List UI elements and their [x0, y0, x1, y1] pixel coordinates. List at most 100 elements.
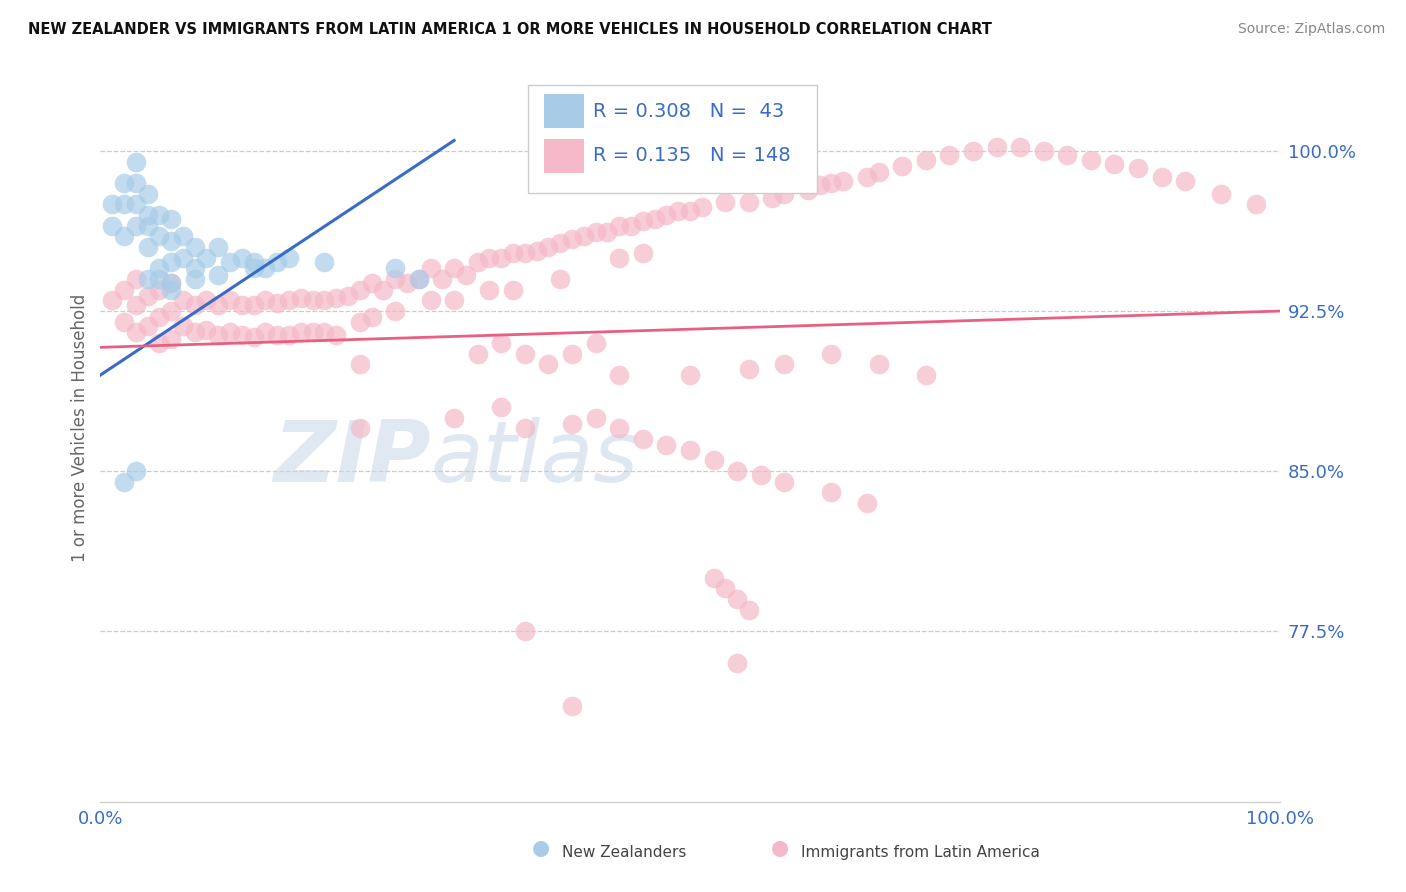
Point: [491, 400, 513, 414]
Point: [136, 208, 159, 222]
Point: [454, 268, 477, 282]
Point: [891, 159, 914, 173]
Point: [136, 219, 159, 233]
Point: [183, 298, 205, 312]
Point: [690, 200, 713, 214]
Text: ZIP: ZIP: [273, 417, 430, 500]
Point: [631, 246, 654, 260]
Point: [738, 602, 761, 616]
Point: [148, 283, 170, 297]
Point: [513, 624, 536, 638]
Text: R = 0.308   N =  43: R = 0.308 N = 43: [593, 102, 785, 120]
Text: New Zealanders: New Zealanders: [562, 845, 686, 860]
Point: [572, 229, 595, 244]
Point: [125, 176, 148, 190]
Point: [125, 154, 148, 169]
Point: [207, 327, 229, 342]
FancyBboxPatch shape: [529, 85, 817, 194]
Point: [290, 291, 312, 305]
Point: [738, 195, 761, 210]
Y-axis label: 1 or more Vehicles in Household: 1 or more Vehicles in Household: [72, 294, 89, 563]
Point: [148, 310, 170, 325]
Point: [513, 421, 536, 435]
Point: [1174, 174, 1197, 188]
Point: [832, 174, 855, 188]
Point: [773, 358, 796, 372]
Point: [219, 326, 242, 340]
Point: [195, 251, 218, 265]
Point: [125, 326, 148, 340]
Point: [160, 283, 183, 297]
Point: [749, 468, 772, 483]
Point: [679, 368, 702, 382]
Point: [1032, 144, 1054, 158]
Point: [856, 169, 879, 184]
Point: [125, 197, 148, 211]
Point: [478, 251, 501, 265]
Point: [585, 336, 607, 351]
Point: [112, 315, 135, 329]
Point: [183, 261, 205, 276]
Point: [266, 295, 288, 310]
Point: [349, 358, 371, 372]
Point: [231, 251, 253, 265]
Point: [101, 197, 124, 211]
Point: [666, 203, 689, 218]
Point: [1056, 148, 1078, 162]
Point: [725, 464, 748, 478]
Point: [160, 234, 183, 248]
Point: [278, 293, 301, 308]
Point: [443, 261, 465, 276]
Point: [714, 195, 737, 210]
Point: [172, 293, 194, 308]
Point: [502, 283, 524, 297]
Point: [136, 186, 159, 201]
Text: ●: ●: [772, 838, 789, 858]
Point: [314, 293, 336, 308]
Point: [148, 229, 170, 244]
Point: [537, 240, 560, 254]
Point: [797, 182, 820, 196]
Point: [242, 261, 264, 276]
Point: [1244, 197, 1267, 211]
Point: [702, 453, 724, 467]
Point: [419, 261, 441, 276]
Point: [856, 496, 879, 510]
FancyBboxPatch shape: [544, 139, 583, 173]
Point: [160, 304, 183, 318]
Point: [513, 246, 536, 260]
Point: [207, 240, 229, 254]
Point: [725, 592, 748, 607]
Point: [349, 315, 371, 329]
Point: [986, 140, 1008, 154]
Point: [631, 432, 654, 446]
Point: [395, 277, 418, 291]
Point: [112, 229, 135, 244]
Point: [242, 329, 264, 343]
Point: [160, 332, 183, 346]
Point: [868, 358, 890, 372]
Point: [502, 246, 524, 260]
Point: [761, 191, 783, 205]
Point: [773, 186, 796, 201]
Point: [125, 464, 148, 478]
Point: [172, 251, 194, 265]
Point: [478, 283, 501, 297]
Text: NEW ZEALANDER VS IMMIGRANTS FROM LATIN AMERICA 1 OR MORE VEHICLES IN HOUSEHOLD C: NEW ZEALANDER VS IMMIGRANTS FROM LATIN A…: [28, 22, 993, 37]
Point: [231, 327, 253, 342]
Point: [607, 368, 630, 382]
Point: [195, 323, 218, 337]
Point: [714, 582, 737, 596]
Point: [172, 229, 194, 244]
Point: [644, 212, 666, 227]
Point: [254, 326, 277, 340]
Point: [432, 272, 454, 286]
Point: [112, 176, 135, 190]
Point: [278, 327, 301, 342]
Point: [548, 235, 571, 250]
Point: [349, 421, 371, 435]
Point: [1010, 140, 1032, 154]
Point: [242, 298, 264, 312]
Point: [443, 410, 465, 425]
Point: [1104, 157, 1126, 171]
